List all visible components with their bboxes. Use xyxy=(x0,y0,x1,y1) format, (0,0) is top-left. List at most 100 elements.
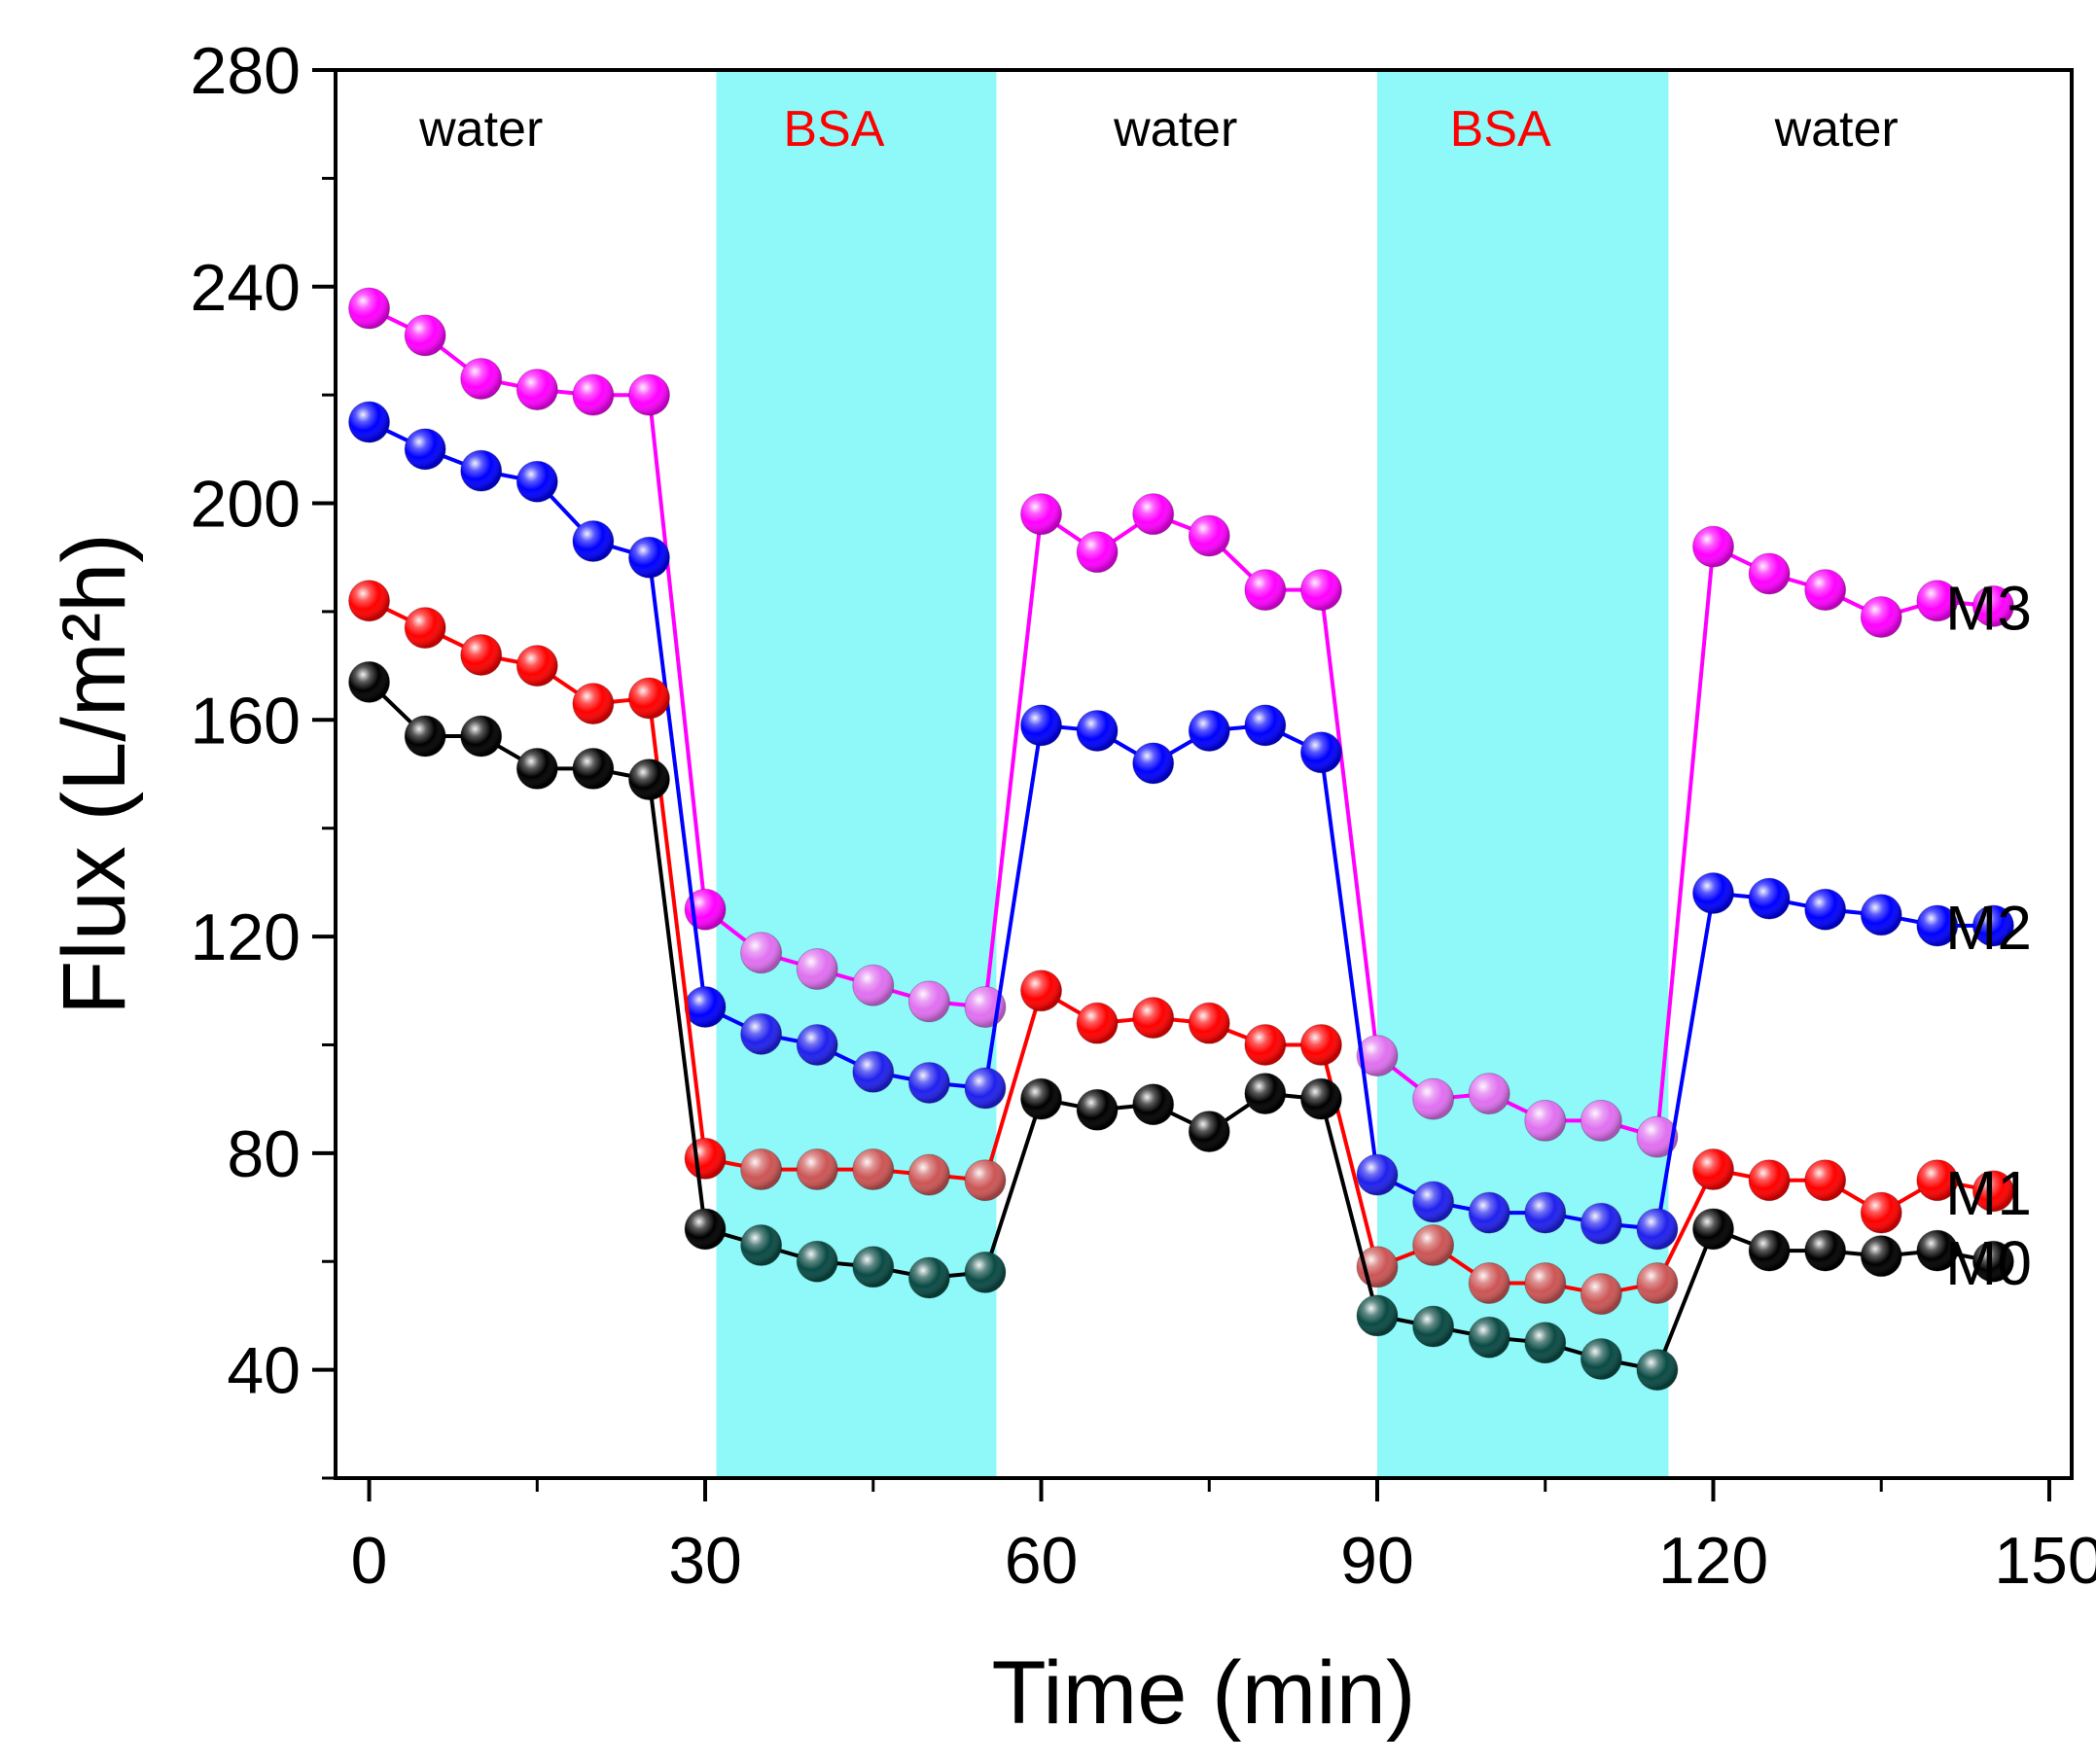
data-point-highlight xyxy=(1244,1024,1286,1066)
data-point-highlight xyxy=(1244,704,1286,746)
y-axis-title: Flux (L/m²h) xyxy=(45,533,144,1015)
series-m3: M3 xyxy=(348,287,2032,1158)
data-point-highlight xyxy=(572,748,614,790)
y-tick-label: 120 xyxy=(191,900,301,974)
data-point-highlight xyxy=(1861,1235,1902,1277)
data-point-highlight xyxy=(1077,710,1119,752)
data-point-highlight xyxy=(1861,596,1902,638)
x-tick-label: 60 xyxy=(1005,1524,1079,1598)
data-point-highlight xyxy=(460,450,502,492)
data-point-highlight xyxy=(1132,997,1174,1039)
data-point-highlight xyxy=(1749,1230,1791,1272)
data-point-highlight xyxy=(964,1068,1006,1110)
plot-frame xyxy=(334,68,2074,1480)
y-tick-label: 240 xyxy=(191,251,301,325)
data-point-highlight xyxy=(1916,580,1958,621)
data-point-highlight xyxy=(1804,1159,1846,1201)
data-point-highlight xyxy=(964,1159,1006,1201)
y-tick-label: 280 xyxy=(191,34,301,108)
series-label-m1: M1 xyxy=(1945,1158,2032,1228)
data-point-highlight xyxy=(1972,1170,2014,1212)
data-point-highlight xyxy=(1469,1317,1510,1358)
data-point-highlight xyxy=(1189,710,1230,752)
data-point-highlight xyxy=(1020,1078,1062,1120)
data-point-highlight xyxy=(348,402,390,442)
data-point-highlight xyxy=(1132,493,1174,535)
data-point-highlight xyxy=(740,932,782,973)
data-point-highlight xyxy=(1469,1262,1510,1304)
data-point-highlight xyxy=(628,374,670,416)
data-point-highlight xyxy=(516,369,558,410)
data-point-highlight xyxy=(1412,1224,1454,1266)
series-m1: M1 xyxy=(348,580,2032,1316)
data-point-highlight xyxy=(1581,1338,1622,1380)
data-point-highlight xyxy=(1636,1116,1678,1158)
data-point-highlight xyxy=(348,661,390,703)
data-point-highlight xyxy=(1357,1154,1398,1196)
data-point-highlight xyxy=(685,1208,727,1250)
data-point-highlight xyxy=(348,580,390,621)
data-point-highlight xyxy=(1636,1262,1678,1304)
region-label: water xyxy=(1774,101,1899,158)
data-point-highlight xyxy=(1357,1294,1398,1336)
data-point-highlight xyxy=(1077,1003,1119,1044)
data-point-highlight xyxy=(1749,1159,1791,1201)
data-point-highlight xyxy=(1692,1208,1734,1250)
region-label: water xyxy=(1113,101,1237,158)
data-point-highlight xyxy=(1077,1089,1119,1131)
data-point-highlight xyxy=(572,520,614,562)
y-tick-label: 160 xyxy=(191,684,301,758)
data-point-highlight xyxy=(1749,552,1791,594)
data-point-highlight xyxy=(964,1252,1006,1293)
data-point-highlight xyxy=(1357,1035,1398,1076)
data-point-highlight xyxy=(460,716,502,758)
data-point-highlight xyxy=(908,1154,950,1196)
data-point-highlight xyxy=(1692,872,1734,914)
data-point-highlight xyxy=(1916,1159,1958,1201)
data-point-highlight xyxy=(1524,1322,1566,1363)
data-point-highlight xyxy=(628,678,670,720)
data-point-highlight xyxy=(1244,569,1286,611)
data-point-highlight xyxy=(1300,731,1342,773)
data-point-highlight xyxy=(1412,1306,1454,1348)
data-point-highlight xyxy=(516,461,558,503)
series-label-m3: M3 xyxy=(1945,573,2032,643)
data-point-highlight xyxy=(1972,1241,2014,1283)
y-tick-label: 40 xyxy=(227,1334,301,1408)
data-point-highlight xyxy=(348,288,390,330)
data-point-highlight xyxy=(797,1024,838,1066)
data-point-highlight xyxy=(685,1138,727,1180)
region-label: water xyxy=(418,101,543,158)
region-label: BSA xyxy=(1450,101,1551,158)
bsa-region-band xyxy=(1377,70,1669,1478)
data-point-highlight xyxy=(1524,1100,1566,1142)
data-point-highlight xyxy=(1469,1192,1510,1234)
data-point-highlight xyxy=(1804,1230,1846,1272)
data-point-highlight xyxy=(1692,1148,1734,1190)
data-point-highlight xyxy=(1132,742,1174,784)
y-tick-label: 200 xyxy=(191,468,301,542)
data-point-highlight xyxy=(1300,1078,1342,1120)
x-tick-label: 90 xyxy=(1340,1524,1414,1598)
series-m0: M0 xyxy=(348,660,2032,1392)
series-label-m0: M0 xyxy=(1945,1228,2032,1298)
data-point-highlight xyxy=(797,948,838,990)
data-point-highlight xyxy=(852,1246,894,1288)
data-point-highlight xyxy=(405,607,446,649)
data-point-highlight xyxy=(1020,493,1062,535)
data-point-highlight xyxy=(1412,1078,1454,1120)
series-line xyxy=(368,306,1994,1140)
data-point-highlight xyxy=(1916,904,1958,946)
data-point-highlight xyxy=(908,980,950,1022)
data-point-highlight xyxy=(1300,569,1342,611)
data-point-highlight xyxy=(572,683,614,724)
data-point-highlight xyxy=(460,634,502,676)
data-point-highlight xyxy=(1020,970,1062,1011)
data-point-highlight xyxy=(1132,1083,1174,1125)
data-point-highlight xyxy=(908,1256,950,1298)
data-point-highlight xyxy=(908,1062,950,1104)
data-point-highlight xyxy=(740,1224,782,1266)
data-point-highlight xyxy=(1189,514,1230,556)
